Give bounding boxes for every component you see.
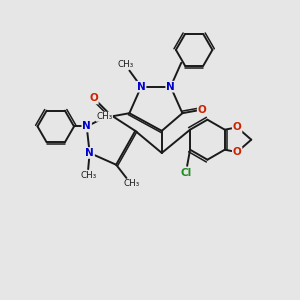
Text: O: O [233,122,242,132]
Text: N: N [85,148,94,158]
Text: CH₃: CH₃ [96,112,112,121]
Text: CH₃: CH₃ [118,60,134,69]
Text: O: O [198,105,206,115]
Text: N: N [166,82,175,92]
Text: CH₃: CH₃ [123,179,140,188]
Text: N: N [137,82,146,92]
Text: CH₃: CH₃ [80,171,96,180]
Text: O: O [89,94,98,103]
Text: O: O [233,147,242,157]
Text: Cl: Cl [181,168,192,178]
Text: N: N [82,122,91,131]
